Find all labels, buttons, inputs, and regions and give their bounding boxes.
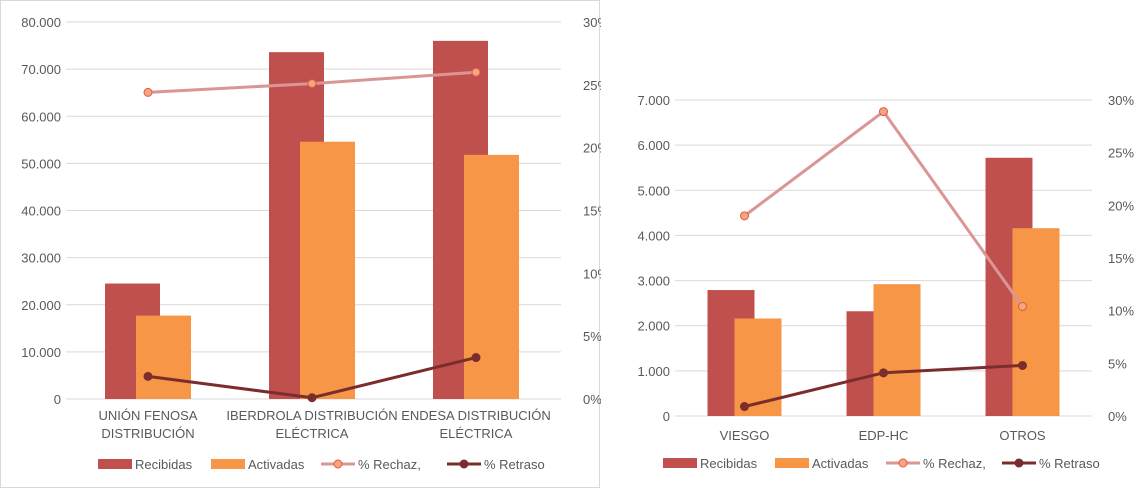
legend-swatch-recibidas xyxy=(98,459,132,469)
point-retraso xyxy=(740,402,749,412)
category-label: ELÉCTRICA xyxy=(440,426,513,441)
y-tick-label: 2.000 xyxy=(637,319,670,334)
point-rechaz xyxy=(143,87,153,97)
y2-tick-label: 25% xyxy=(583,78,601,93)
point-retraso xyxy=(471,353,481,363)
legend-swatch-activadas xyxy=(775,458,809,468)
y2-tick-label: 15% xyxy=(583,204,601,219)
point-retraso xyxy=(1018,360,1027,370)
point-rechaz xyxy=(879,107,888,117)
bar-activadas xyxy=(873,284,921,416)
point-rechaz xyxy=(307,79,317,89)
point-rechaz xyxy=(1018,301,1027,311)
y2-tick-label: 0% xyxy=(1108,409,1127,424)
y2-tick-label: 20% xyxy=(583,141,601,156)
legend-swatch-activadas xyxy=(211,459,245,469)
y2-tick-label: 5% xyxy=(583,329,601,344)
category-label: OTROS xyxy=(999,428,1046,443)
y-tick-label: 30.000 xyxy=(21,251,61,266)
point-retraso xyxy=(879,368,888,378)
chart-right-panel: 0 1.000 2.000 3.000 4.000 5.000 6.000 7.000 0% 5%… xyxy=(608,0,1134,488)
legend-label: Recibidas xyxy=(700,456,758,471)
bar-activadas xyxy=(136,315,191,399)
point-rechaz xyxy=(740,211,749,221)
y-tick-label: 0 xyxy=(663,409,670,424)
bar-activadas xyxy=(300,141,355,399)
legend-label: Activadas xyxy=(248,457,305,472)
line-rechaz xyxy=(743,109,1024,308)
y-tick-label: 0 xyxy=(54,392,61,407)
y2-tick-label: 30% xyxy=(1108,93,1134,108)
category-label: DISTRIBUCIÓN xyxy=(101,426,194,441)
chart-right: 0 1.000 2.000 3.000 4.000 5.000 6.000 7.000 0% 5%… xyxy=(637,93,1134,471)
y-tick-label: 60.000 xyxy=(21,109,61,124)
legend-label: % Retraso xyxy=(1039,456,1100,471)
y-tick-label: 20.000 xyxy=(21,298,61,313)
y-tick-label: 70.000 xyxy=(21,62,61,77)
point-retraso xyxy=(143,371,153,381)
legend-marker-retraso xyxy=(459,459,469,469)
point-retraso xyxy=(307,393,317,403)
legend-label: % Rechaz, xyxy=(923,456,986,471)
legend-swatch-recibidas xyxy=(663,458,697,468)
bar-activadas xyxy=(734,318,782,416)
y-tick-label: 40.000 xyxy=(21,204,61,219)
chart-left-panel: 0 10.000 20.000 30.000 40.000 50.000 60.000 70.… xyxy=(0,0,601,488)
y-tick-label: 6.000 xyxy=(637,138,670,153)
bar-activadas xyxy=(1012,228,1060,416)
legend-label: Activadas xyxy=(812,456,869,471)
legend-label: % Retraso xyxy=(484,457,545,472)
y-tick-label: 10.000 xyxy=(21,345,61,360)
category-label: ELÉCTRICA xyxy=(276,426,349,441)
y-tick-label: 3.000 xyxy=(637,274,670,289)
legend-marker-rechaz xyxy=(333,459,343,469)
bar-activadas xyxy=(464,154,519,399)
y-tick-label: 1.000 xyxy=(637,364,670,379)
category-label: IBERDROLA DISTRIBUCIÓN xyxy=(226,408,397,423)
legend-label: % Rechaz, xyxy=(358,457,421,472)
y-tick-label: 7.000 xyxy=(637,93,670,108)
y-tick-label: 5.000 xyxy=(637,183,670,198)
y2-tick-label: 15% xyxy=(1108,251,1134,266)
chart-left: 0 10.000 20.000 30.000 40.000 50.000 60.000 70.… xyxy=(21,15,601,472)
legend-marker-rechaz xyxy=(898,458,908,468)
legend-label: Recibidas xyxy=(135,457,193,472)
y2-tick-label: 10% xyxy=(583,266,601,281)
point-rechaz xyxy=(471,67,481,77)
y-tick-label: 80.000 xyxy=(21,15,61,30)
y2-tick-label: 20% xyxy=(1108,198,1134,213)
y-tick-label: 4.000 xyxy=(637,228,670,243)
category-label: UNIÓN FENOSA xyxy=(99,408,198,423)
legend-marker-retraso xyxy=(1014,458,1024,468)
category-label: ENDESA DISTRIBUCIÓN xyxy=(401,408,551,423)
y2-tick-label: 0% xyxy=(583,392,601,407)
category-label: VIESGO xyxy=(720,428,770,443)
category-label: EDP-HC xyxy=(859,428,909,443)
y2-tick-label: 10% xyxy=(1108,304,1134,319)
y2-tick-label: 5% xyxy=(1108,356,1127,371)
y2-tick-label: 30% xyxy=(583,15,601,30)
y-tick-label: 50.000 xyxy=(21,156,61,171)
y2-tick-label: 25% xyxy=(1108,146,1134,161)
